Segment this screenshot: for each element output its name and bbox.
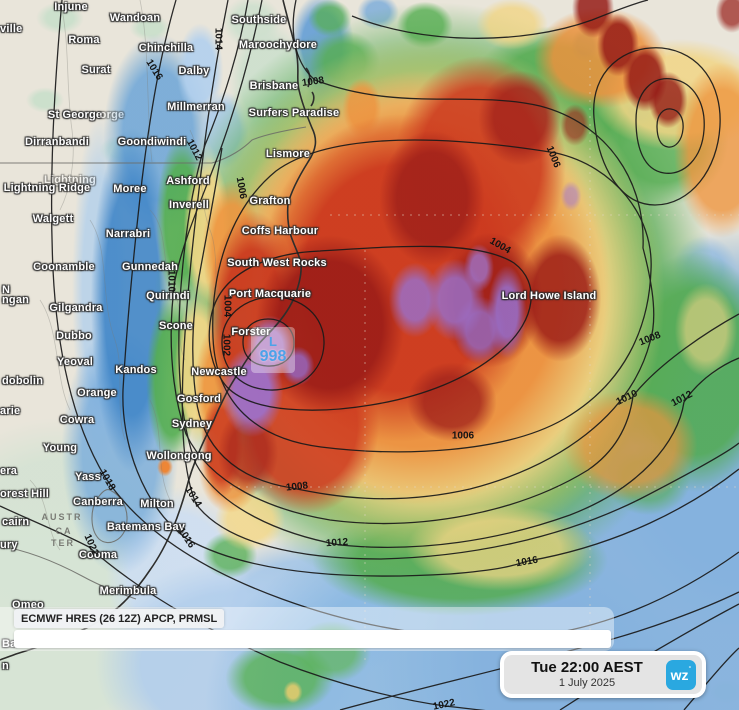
lga-borders — [29, 0, 223, 551]
time-display[interactable]: Tue 22:00 AEST 1 July 2025 wz ° — [500, 651, 706, 698]
act-border — [91, 489, 128, 544]
isobar-line — [242, 318, 295, 367]
weatherzone-logo-text: wz — [670, 666, 689, 683]
model-info-label: ECMWF HRES (26 12Z) APCP, PRMSL — [14, 609, 225, 628]
weatherzone-logo-degree: ° — [688, 666, 692, 673]
isobar-line — [339, 591, 739, 710]
island — [310, 91, 315, 107]
low-symbol: L — [269, 334, 277, 349]
state-border-qld-nsw — [0, 126, 307, 164]
isobar-line — [635, 78, 705, 174]
isobar-line — [593, 47, 721, 206]
isobar-line — [683, 647, 739, 710]
valid-time: Tue 22:00 AEST — [531, 659, 643, 677]
state-border-nsw-vic — [0, 545, 137, 600]
isobar-line — [212, 139, 652, 453]
isobar-line — [178, 0, 739, 548]
low-pressure-value: 998 — [259, 348, 287, 365]
valid-date: 1 July 2025 — [558, 676, 616, 689]
timeline-slider[interactable] — [14, 630, 611, 648]
isobar-line — [181, 0, 739, 560]
coastline — [0, 0, 317, 661]
isobar-line — [170, 0, 739, 525]
isobar-line — [208, 245, 532, 411]
low-pressure-marker: L 998 — [251, 327, 295, 373]
graticule — [230, 60, 739, 660]
isobar-line — [0, 505, 487, 710]
isobar-line — [351, 0, 649, 39]
isobar-line — [221, 296, 325, 391]
isobar-line — [122, 0, 739, 577]
weatherzone-logo: wz ° — [666, 659, 696, 690]
island — [305, 67, 311, 88]
isobar-line — [192, 0, 655, 500]
isobar-line — [656, 108, 684, 148]
